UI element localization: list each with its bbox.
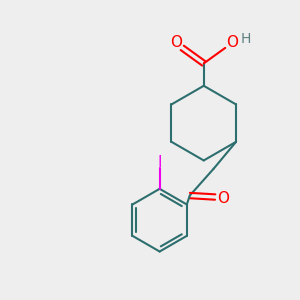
Text: O: O <box>226 35 238 50</box>
Text: O: O <box>218 191 230 206</box>
Text: H: H <box>240 32 251 46</box>
Text: I: I <box>158 155 162 170</box>
Text: O: O <box>170 35 182 50</box>
